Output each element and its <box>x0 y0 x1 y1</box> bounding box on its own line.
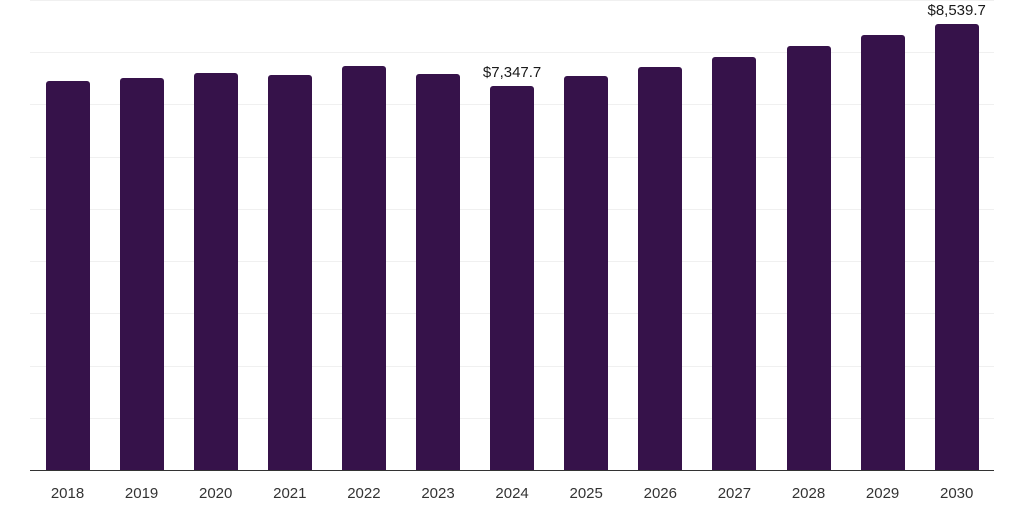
x-tick-label: 2026 <box>643 485 677 502</box>
x-tick-label: 2021 <box>273 485 307 502</box>
x-axis-line <box>30 470 994 471</box>
gridline <box>30 52 994 54</box>
x-tick-label: 2022 <box>347 485 381 502</box>
bar-2027[interactable] <box>712 57 757 470</box>
data-label: $8,539.7 <box>927 2 986 20</box>
bar-2026[interactable] <box>638 67 683 470</box>
data-label: $7,347.7 <box>482 64 542 82</box>
gridline <box>30 0 994 1</box>
bar-2029[interactable] <box>860 34 905 470</box>
bar-2025[interactable] <box>564 76 609 470</box>
bar-2028[interactable] <box>786 46 831 470</box>
bar-2022[interactable] <box>341 66 386 470</box>
bar-2019[interactable] <box>119 78 164 470</box>
bar-2020[interactable] <box>193 73 238 470</box>
x-tick-label: 2025 <box>569 485 603 502</box>
x-tick-label: 2019 <box>124 485 159 502</box>
x-tick-label: 2020 <box>199 485 233 502</box>
x-tick-label: 2030 <box>940 485 974 502</box>
x-tick-label: 2024 <box>495 485 529 502</box>
bar-2021[interactable] <box>267 75 312 470</box>
x-tick-label: 2028 <box>791 485 826 502</box>
bar-2030[interactable] <box>934 24 979 470</box>
x-tick-label: 2018 <box>50 485 85 502</box>
x-tick-label: 2027 <box>717 485 752 502</box>
x-tick-label: 2023 <box>421 485 455 502</box>
bar-2018[interactable] <box>45 81 90 470</box>
bar-2024[interactable] <box>490 86 535 470</box>
bar-2023[interactable] <box>416 74 460 470</box>
x-tick-label: 2029 <box>865 485 900 502</box>
